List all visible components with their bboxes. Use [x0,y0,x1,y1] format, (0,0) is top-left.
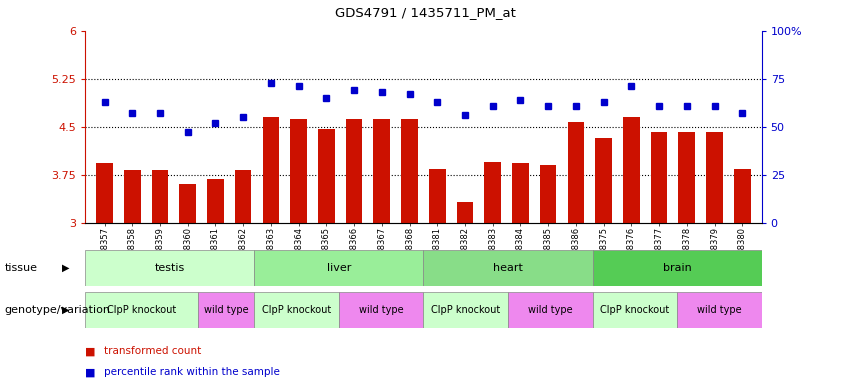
Bar [592,292,677,328]
Bar [346,119,363,384]
Bar [568,122,584,384]
Bar [512,163,528,384]
Bar [706,132,722,384]
Text: ClpP knockout: ClpP knockout [431,305,500,315]
Bar [124,170,140,384]
Text: heart: heart [493,263,523,273]
Bar [263,117,279,384]
Bar [374,119,390,384]
Bar [592,250,762,286]
Text: ▶: ▶ [62,305,70,315]
Text: wild type: wild type [359,305,403,315]
Bar [457,202,473,384]
Bar [254,292,339,328]
Bar [508,292,592,328]
Bar [540,165,557,384]
Bar [318,129,334,384]
Text: wild type: wild type [697,305,742,315]
Text: ClpP knockout: ClpP knockout [262,305,331,315]
Text: wild type: wild type [528,305,573,315]
Text: ■: ■ [85,367,95,377]
Bar [290,119,307,384]
Text: ▶: ▶ [62,263,70,273]
Bar [484,162,501,384]
Text: liver: liver [327,263,351,273]
Bar [424,250,592,286]
Bar [734,169,751,384]
Bar [96,163,113,384]
Text: tissue: tissue [4,263,37,273]
Bar [339,292,424,328]
Bar [207,179,224,384]
Bar [180,184,196,384]
Bar [677,292,762,328]
Text: brain: brain [663,263,692,273]
Text: genotype/variation: genotype/variation [4,305,111,315]
Bar [651,132,667,384]
Text: ClpP knockout: ClpP knockout [600,305,670,315]
Bar [254,250,423,286]
Text: ■: ■ [85,346,95,356]
Text: testis: testis [155,263,185,273]
Bar [235,170,251,384]
Bar [197,292,254,328]
Bar [678,132,695,384]
Text: ClpP knockout: ClpP knockout [107,305,176,315]
Text: GDS4791 / 1435711_PM_at: GDS4791 / 1435711_PM_at [335,6,516,19]
Bar [401,119,418,384]
Text: transformed count: transformed count [104,346,201,356]
Bar [424,292,508,328]
Bar [85,292,197,328]
Bar [85,250,254,286]
Bar [429,169,446,384]
Bar [623,117,640,384]
Text: percentile rank within the sample: percentile rank within the sample [104,367,280,377]
Bar [596,137,612,384]
Text: wild type: wild type [203,305,248,315]
Bar [151,170,168,384]
